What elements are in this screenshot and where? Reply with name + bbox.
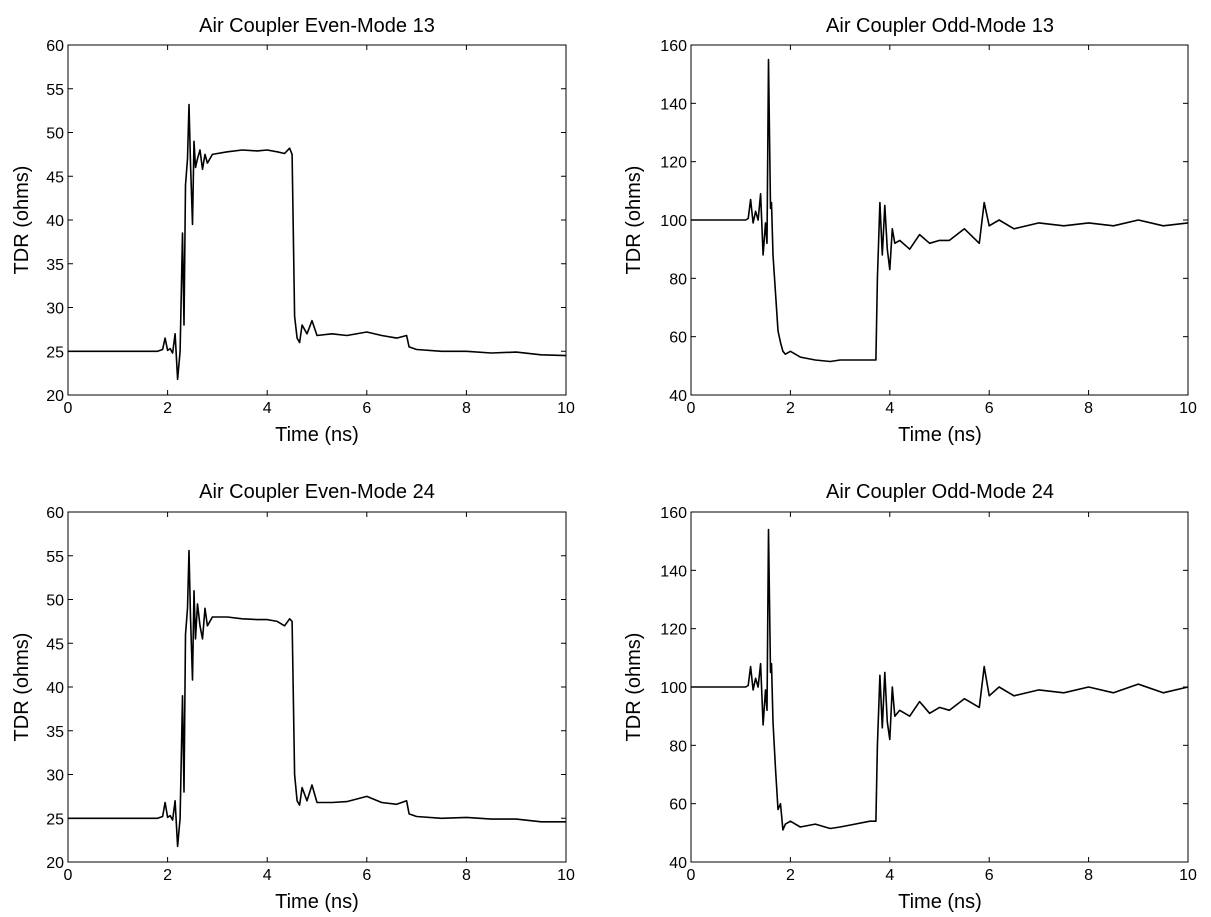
y-tick-label: 30 — [46, 301, 64, 318]
y-tick-label: 60 — [46, 38, 64, 55]
x-tick-label: 6 — [985, 400, 994, 417]
y-tick-label: 25 — [46, 811, 64, 828]
series-line — [68, 549, 566, 848]
x-tick-label: 10 — [557, 867, 575, 884]
x-tick-label: 0 — [687, 400, 696, 417]
x-tick-label: 4 — [263, 400, 272, 417]
x-axis-label: Time (ns) — [898, 424, 982, 446]
y-tick-label: 55 — [46, 82, 64, 99]
plot-frame — [67, 511, 567, 863]
chart-title: Air Coupler Even-Mode 24 — [199, 481, 435, 503]
y-tick-label: 160 — [660, 38, 687, 55]
y-tick-label: 40 — [669, 855, 687, 872]
y-tick-label: 20 — [46, 855, 64, 872]
chart-title: Air Coupler Odd-Mode 24 — [826, 481, 1054, 503]
panel-odd-mode-13: Air Coupler Odd-Mode 13 Time (ns) TDR (o… — [623, 15, 1197, 446]
plot-frame — [67, 44, 567, 396]
x-tick-label: 4 — [885, 400, 894, 417]
series-line — [691, 528, 1189, 831]
x-tick-label: 8 — [1084, 400, 1093, 417]
y-axis-label: TDR (ohms) — [11, 633, 33, 742]
panel-even-mode-24: Air Coupler Even-Mode 24 Time (ns) TDR (… — [11, 481, 575, 913]
y-tick-label: 25 — [46, 344, 64, 361]
x-tick-label: 2 — [786, 400, 795, 417]
y-tick-label: 60 — [46, 505, 64, 522]
x-tick-label: 2 — [786, 867, 795, 884]
panel-odd-mode-24: Air Coupler Odd-Mode 24 Time (ns) TDR (o… — [623, 481, 1197, 913]
y-tick-label: 40 — [46, 213, 64, 230]
x-tick-label: 0 — [64, 867, 73, 884]
y-tick-label: 40 — [46, 680, 64, 697]
y-tick-label: 60 — [669, 797, 687, 814]
y-tick-label: 140 — [660, 563, 687, 580]
x-tick-label: 2 — [163, 867, 172, 884]
chart-title: Air Coupler Odd-Mode 13 — [826, 15, 1054, 37]
x-tick-label: 0 — [64, 400, 73, 417]
x-axis-label: Time (ns) — [275, 424, 359, 446]
x-tick-label: 4 — [885, 867, 894, 884]
y-tick-label: 45 — [46, 636, 64, 653]
x-axis-label: Time (ns) — [898, 891, 982, 913]
y-tick-label: 40 — [669, 388, 687, 405]
y-axis-label: TDR (ohms) — [11, 166, 33, 275]
y-tick-label: 100 — [660, 680, 687, 697]
x-tick-label: 6 — [362, 400, 371, 417]
y-axis-label: TDR (ohms) — [623, 166, 645, 275]
x-tick-label: 8 — [462, 867, 471, 884]
y-tick-label: 160 — [660, 505, 687, 522]
y-tick-label: 140 — [660, 96, 687, 113]
y-tick-label: 30 — [46, 768, 64, 785]
x-tick-label: 10 — [1179, 400, 1197, 417]
x-tick-label: 6 — [362, 867, 371, 884]
x-tick-label: 10 — [557, 400, 575, 417]
x-tick-label: 2 — [163, 400, 172, 417]
y-tick-label: 80 — [669, 271, 687, 288]
y-axis-label: TDR (ohms) — [623, 633, 645, 742]
y-tick-label: 55 — [46, 549, 64, 566]
y-tick-label: 120 — [660, 622, 687, 639]
y-tick-label: 120 — [660, 155, 687, 172]
y-tick-label: 80 — [669, 738, 687, 755]
y-tick-label: 20 — [46, 388, 64, 405]
series-line — [691, 58, 1189, 363]
y-tick-label: 45 — [46, 169, 64, 186]
x-tick-label: 4 — [263, 867, 272, 884]
x-tick-label: 10 — [1179, 867, 1197, 884]
y-tick-label: 50 — [46, 126, 64, 143]
x-axis-label: Time (ns) — [275, 891, 359, 913]
chart-title: Air Coupler Even-Mode 13 — [199, 15, 435, 37]
panel-even-mode-13: Air Coupler Even-Mode 13 Time (ns) TDR (… — [11, 15, 575, 446]
y-tick-label: 100 — [660, 213, 687, 230]
x-tick-label: 8 — [462, 400, 471, 417]
y-tick-label: 60 — [669, 330, 687, 347]
plot-frame — [690, 44, 1189, 396]
y-tick-label: 35 — [46, 257, 64, 274]
y-tick-label: 50 — [46, 593, 64, 610]
series-line — [68, 103, 567, 381]
x-tick-label: 8 — [1084, 867, 1093, 884]
x-tick-label: 6 — [985, 867, 994, 884]
x-tick-label: 0 — [687, 867, 696, 884]
y-tick-label: 35 — [46, 724, 64, 741]
plot-frame — [690, 511, 1189, 863]
